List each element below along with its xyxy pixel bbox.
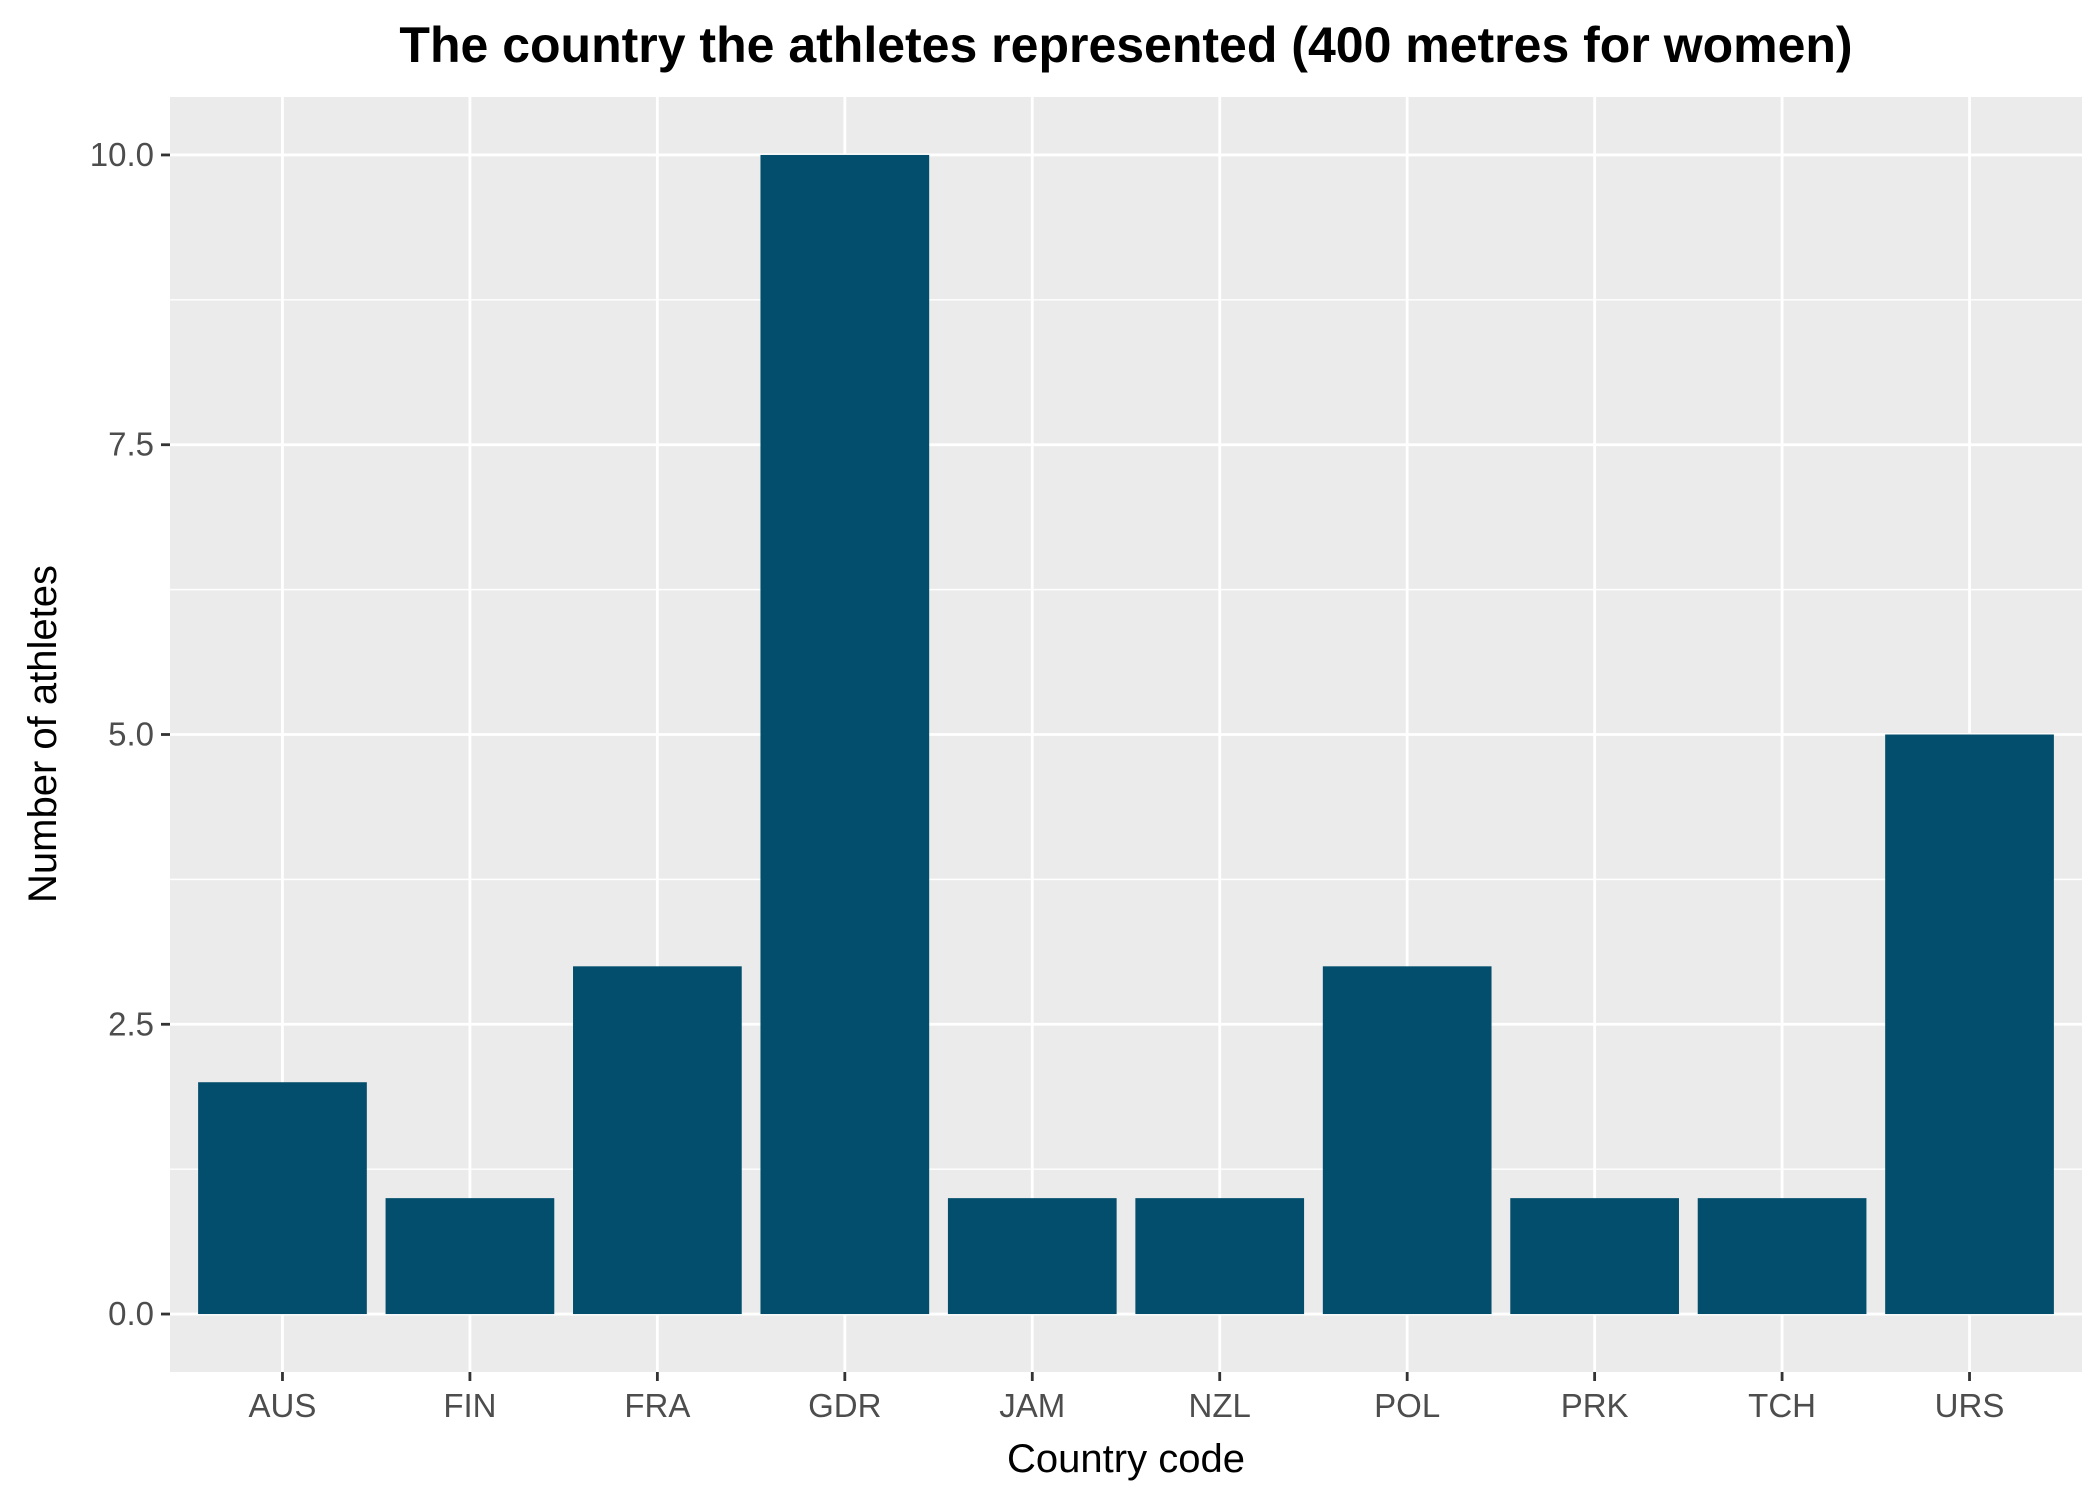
y-axis-title: Number of athletes — [21, 565, 65, 903]
y-tick-label: 7.5 — [108, 426, 154, 463]
bar-pol — [1322, 966, 1492, 1315]
bar-nzl — [1135, 1198, 1305, 1315]
bars — [198, 154, 2054, 1315]
y-tick-label: 5.0 — [108, 716, 154, 753]
y-tick-label: 10.0 — [90, 136, 154, 173]
x-tick-label: PRK — [1561, 1387, 1629, 1424]
bar-fin — [385, 1198, 555, 1315]
chart-title: The country the athletes represented (40… — [399, 17, 1852, 73]
x-tick-label: AUS — [249, 1387, 317, 1424]
x-tick-label: NZL — [1189, 1387, 1251, 1424]
x-tick-label: TCH — [1748, 1387, 1816, 1424]
x-axis: AUS FIN FRA GDR JAM NZL POL PRK TCH URS — [249, 1372, 2005, 1424]
x-tick-label: FIN — [443, 1387, 496, 1424]
x-tick-label: POL — [1374, 1387, 1440, 1424]
x-axis-title: Country code — [1007, 1437, 1245, 1481]
x-tick-label: URS — [1935, 1387, 2005, 1424]
bar-prk — [1510, 1198, 1679, 1315]
y-axis: 0.0 2.5 5.0 7.5 10.0 — [90, 136, 170, 1332]
x-tick-label: JAM — [999, 1387, 1065, 1424]
bar-gdr — [760, 154, 930, 1315]
x-tick-label: FRA — [624, 1387, 690, 1424]
x-tick-label: GDR — [808, 1387, 881, 1424]
y-tick-label: 0.0 — [108, 1295, 154, 1332]
minor-gridlines — [170, 299, 2082, 1170]
bar-tch — [1697, 1198, 1867, 1315]
bar-jam — [947, 1198, 1117, 1315]
y-tick-label: 2.5 — [108, 1005, 154, 1042]
bar-urs — [1885, 734, 2054, 1315]
bar-fra — [573, 966, 742, 1315]
bar-aus — [198, 1082, 367, 1315]
